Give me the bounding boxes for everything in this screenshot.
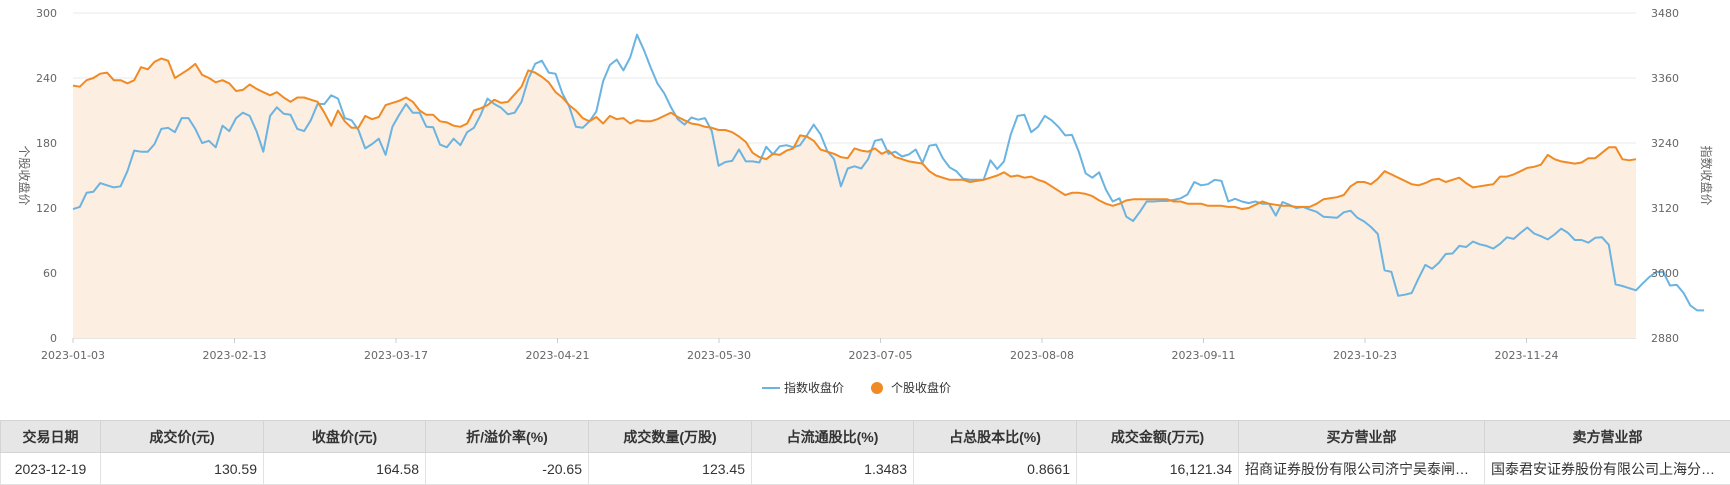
cell-total-ratio: 0.8661 [914, 453, 1077, 485]
x-tick-label: 2023-11-24 [1495, 349, 1559, 362]
y-right-tick-label: 3360 [1651, 72, 1679, 85]
price-chart: 0 60 120 180 240 300 2880 3000 3120 3240 3360 3480 2… [0, 0, 1730, 410]
legend-stock-label: 个股收盘价 [891, 380, 951, 395]
x-tick-label: 2023-05-30 [687, 349, 751, 362]
cell-premium-rate: -20.65 [426, 453, 589, 485]
block-trade-table: 交易日期 成交价(元) 收盘价(元) 折/溢价率(%) 成交数量(万股) 占流通… [0, 420, 1730, 485]
chart-svg: 0 60 120 180 240 300 2880 3000 3120 3240 3360 3480 2… [0, 0, 1730, 410]
y-left-tick-label: 0 [50, 332, 57, 345]
cell-float-ratio: 1.3483 [752, 453, 914, 485]
y-right-axis-title: 指数收盘价 [1699, 145, 1714, 205]
cell-volume: 123.45 [589, 453, 752, 485]
legend-index-label: 指数收盘价 [784, 380, 844, 395]
x-tick-label: 2023-03-17 [364, 349, 428, 362]
col-header-seller: 卖方营业部 [1485, 421, 1730, 453]
table-header-row: 交易日期 成交价(元) 收盘价(元) 折/溢价率(%) 成交数量(万股) 占流通… [1, 421, 1730, 453]
col-header-total-ratio: 占总股本比(%) [914, 421, 1077, 453]
y-left-tick-label: 300 [36, 7, 57, 20]
y-left-tick-label: 120 [36, 202, 57, 215]
y-left-tick-label: 60 [43, 267, 57, 280]
x-tick-label: 2023-09-11 [1172, 349, 1236, 362]
col-header-amount: 成交金额(万元) [1077, 421, 1239, 453]
table-row: 2023-12-19 130.59 164.58 -20.65 123.45 1… [1, 453, 1730, 485]
legend-stock-swatch [871, 382, 883, 394]
cell-close-price: 164.58 [264, 453, 426, 485]
x-tick-label: 2023-07-05 [849, 349, 913, 362]
y-right-tick-label: 2880 [1651, 332, 1679, 345]
col-header-volume: 成交数量(万股) [589, 421, 752, 453]
y-left-tick-label: 180 [36, 137, 57, 150]
x-tick-label: 2023-01-03 [41, 349, 105, 362]
x-tick-label: 2023-10-23 [1333, 349, 1397, 362]
col-header-buyer: 买方营业部 [1239, 421, 1485, 453]
y-left-axis-title: 个股收盘价 [17, 145, 32, 205]
cell-amount: 16,121.34 [1077, 453, 1239, 485]
y-right-tick-label: 3120 [1651, 202, 1679, 215]
cell-deal-price: 130.59 [101, 453, 264, 485]
col-header-trade-date: 交易日期 [1, 421, 101, 453]
cell-seller: 国泰君安证券股份有限公司上海分公司 [1485, 453, 1730, 485]
col-header-deal-price: 成交价(元) [101, 421, 264, 453]
y-right-tick-label: 3480 [1651, 7, 1679, 20]
y-right-tick-label: 3000 [1651, 267, 1679, 280]
cell-trade-date: 2023-12-19 [1, 453, 101, 485]
col-header-float-ratio: 占流通股比(%) [752, 421, 914, 453]
y-left-tick-label: 240 [36, 72, 57, 85]
x-tick-label: 2023-08-08 [1010, 349, 1074, 362]
x-tick-label: 2023-04-21 [526, 349, 590, 362]
x-tick-label: 2023-02-13 [203, 349, 267, 362]
y-right-tick-label: 3240 [1651, 137, 1679, 150]
col-header-premium-rate: 折/溢价率(%) [426, 421, 589, 453]
col-header-close-price: 收盘价(元) [264, 421, 426, 453]
cell-buyer: 招商证券股份有限公司济宁吴泰闸路证券营业部 [1239, 453, 1485, 485]
